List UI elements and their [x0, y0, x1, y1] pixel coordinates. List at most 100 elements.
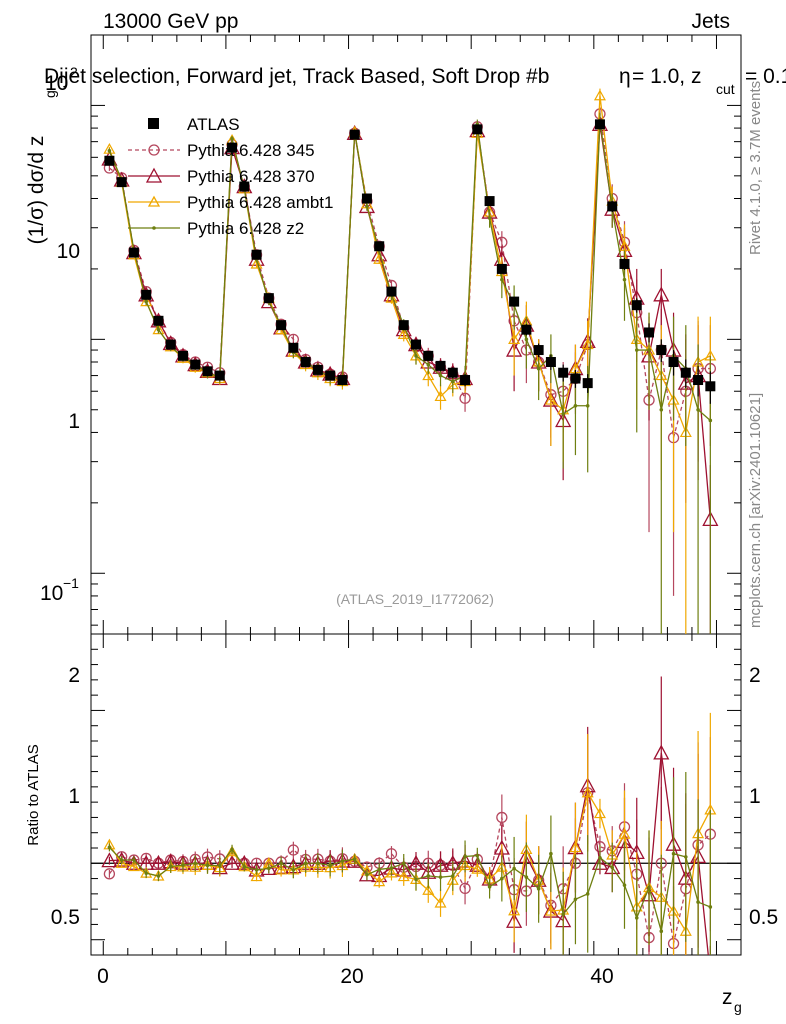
xtick-label-20: 20 [340, 965, 363, 988]
point-atlas [594, 119, 605, 130]
point-atlas [128, 247, 139, 258]
ratio-point-ambt1 [397, 870, 410, 882]
point-z2 [438, 373, 443, 378]
ratio-point-z2 [119, 858, 124, 862]
point-ambt1 [422, 369, 435, 381]
ratio-point-z2 [316, 861, 320, 866]
ratio-point-z2 [512, 866, 516, 871]
point-atlas [644, 327, 655, 338]
ratio-point-z2 [634, 916, 639, 920]
point-z2 [500, 277, 504, 282]
legend-p345-label: Pythia 6.428 345 [187, 141, 315, 160]
point-atlas [386, 286, 397, 297]
ratio-point-p345 [496, 811, 508, 824]
ratio-point-z2 [242, 864, 247, 869]
ratio-point-z2 [340, 859, 345, 863]
ratio-point-p370 [653, 744, 670, 760]
ratio-point-ambt1 [422, 884, 435, 895]
point-atlas [116, 177, 127, 188]
ratio-point-z2 [132, 858, 136, 862]
ratio-point-z2 [303, 861, 308, 866]
ratio-point-z2 [450, 874, 455, 878]
ratio-point-z2 [352, 857, 357, 862]
ratio-ytick-1-right: 1 [749, 785, 761, 808]
point-z2 [647, 348, 651, 352]
ratio-point-z2 [684, 855, 688, 859]
ratio-point-z2 [389, 866, 394, 870]
ratio-point-p345 [103, 868, 116, 880]
side-rivet-label: Rivet 4.1.0, ≥ 3.7M events [747, 81, 764, 255]
point-z2 [487, 216, 492, 220]
ratio-point-z2 [549, 851, 553, 856]
ratio-point-ambt1 [434, 896, 447, 908]
point-atlas [582, 378, 593, 389]
point-z2 [622, 277, 627, 282]
point-ambt1 [250, 257, 263, 269]
point-atlas [227, 142, 238, 153]
ratio-point-z2 [610, 865, 615, 870]
beta-text: = 1.0, z [632, 65, 701, 88]
ratio-point-z2 [401, 861, 406, 866]
point-z2 [659, 407, 664, 412]
point-z2 [414, 354, 418, 358]
point-p370 [653, 286, 670, 302]
point-ambt1 [385, 291, 398, 303]
point-atlas [374, 241, 385, 252]
xtick-label-0: 0 [97, 965, 109, 988]
point-atlas [545, 357, 556, 368]
main-ylabel: (1/σ) dσ/d z g [25, 90, 58, 244]
point-atlas [668, 357, 679, 368]
point-atlas [202, 366, 213, 377]
point-ambt1 [434, 390, 447, 402]
point-ambt1 [397, 328, 410, 339]
ratio-point-z2 [475, 853, 480, 858]
legend: ATLAS Pythia 6.428 345 Pythia 6.428 370 … [128, 115, 333, 238]
point-z2 [696, 407, 700, 412]
ratio-point-ambt1 [115, 857, 128, 868]
ratio-plot-frame [90, 633, 742, 956]
ratio-point-z2 [328, 863, 332, 868]
point-atlas [619, 258, 630, 269]
ytick-label-10: 10 [57, 240, 80, 263]
ratio-point-z2 [230, 847, 234, 852]
ratio-point-p370 [101, 852, 118, 868]
point-ambt1 [152, 323, 165, 335]
ratio-point-p370 [150, 854, 167, 870]
ratio-line-z2 [108, 847, 711, 932]
ratio-point-ambt1 [275, 863, 288, 875]
zcut-sub: cut [716, 81, 735, 97]
point-atlas [141, 289, 152, 300]
zcut-value: = 0.1 [745, 65, 786, 88]
ratio-point-z2 [659, 929, 664, 934]
point-z2 [536, 366, 541, 371]
point-atlas [251, 249, 262, 260]
point-atlas [325, 370, 336, 381]
point-atlas [398, 320, 409, 331]
ratio-point-z2 [487, 885, 492, 889]
point-atlas [656, 345, 667, 356]
ratio-point-z2 [671, 851, 676, 856]
point-z2 [573, 403, 578, 408]
ytick-label-1: 1 [68, 410, 80, 433]
ytick-label-0.1-exp: −1 [63, 575, 79, 591]
point-atlas [214, 370, 225, 381]
ratio-point-ambt1 [581, 786, 594, 798]
ratio-point-z2 [365, 872, 369, 877]
ratio-point-z2 [217, 863, 222, 868]
ratio-point-z2 [291, 868, 296, 872]
point-atlas [361, 193, 372, 204]
point-atlas [411, 339, 421, 350]
ratio-point-ambt1 [544, 904, 557, 916]
point-atlas [558, 367, 569, 378]
legend-p370-marker [145, 167, 163, 183]
point-z2 [230, 136, 234, 141]
point-z2 [107, 148, 112, 153]
point-z2 [561, 412, 565, 416]
side-mcplots-label: mcplots.cern.ch [arXiv:2401.10621] [747, 393, 764, 628]
ratio-ytick-2-left: 2 [68, 664, 80, 687]
point-atlas [153, 315, 164, 326]
ratio-point-z2 [573, 897, 578, 902]
point-atlas [570, 373, 581, 384]
ytick-label-100: 10 [45, 72, 68, 95]
